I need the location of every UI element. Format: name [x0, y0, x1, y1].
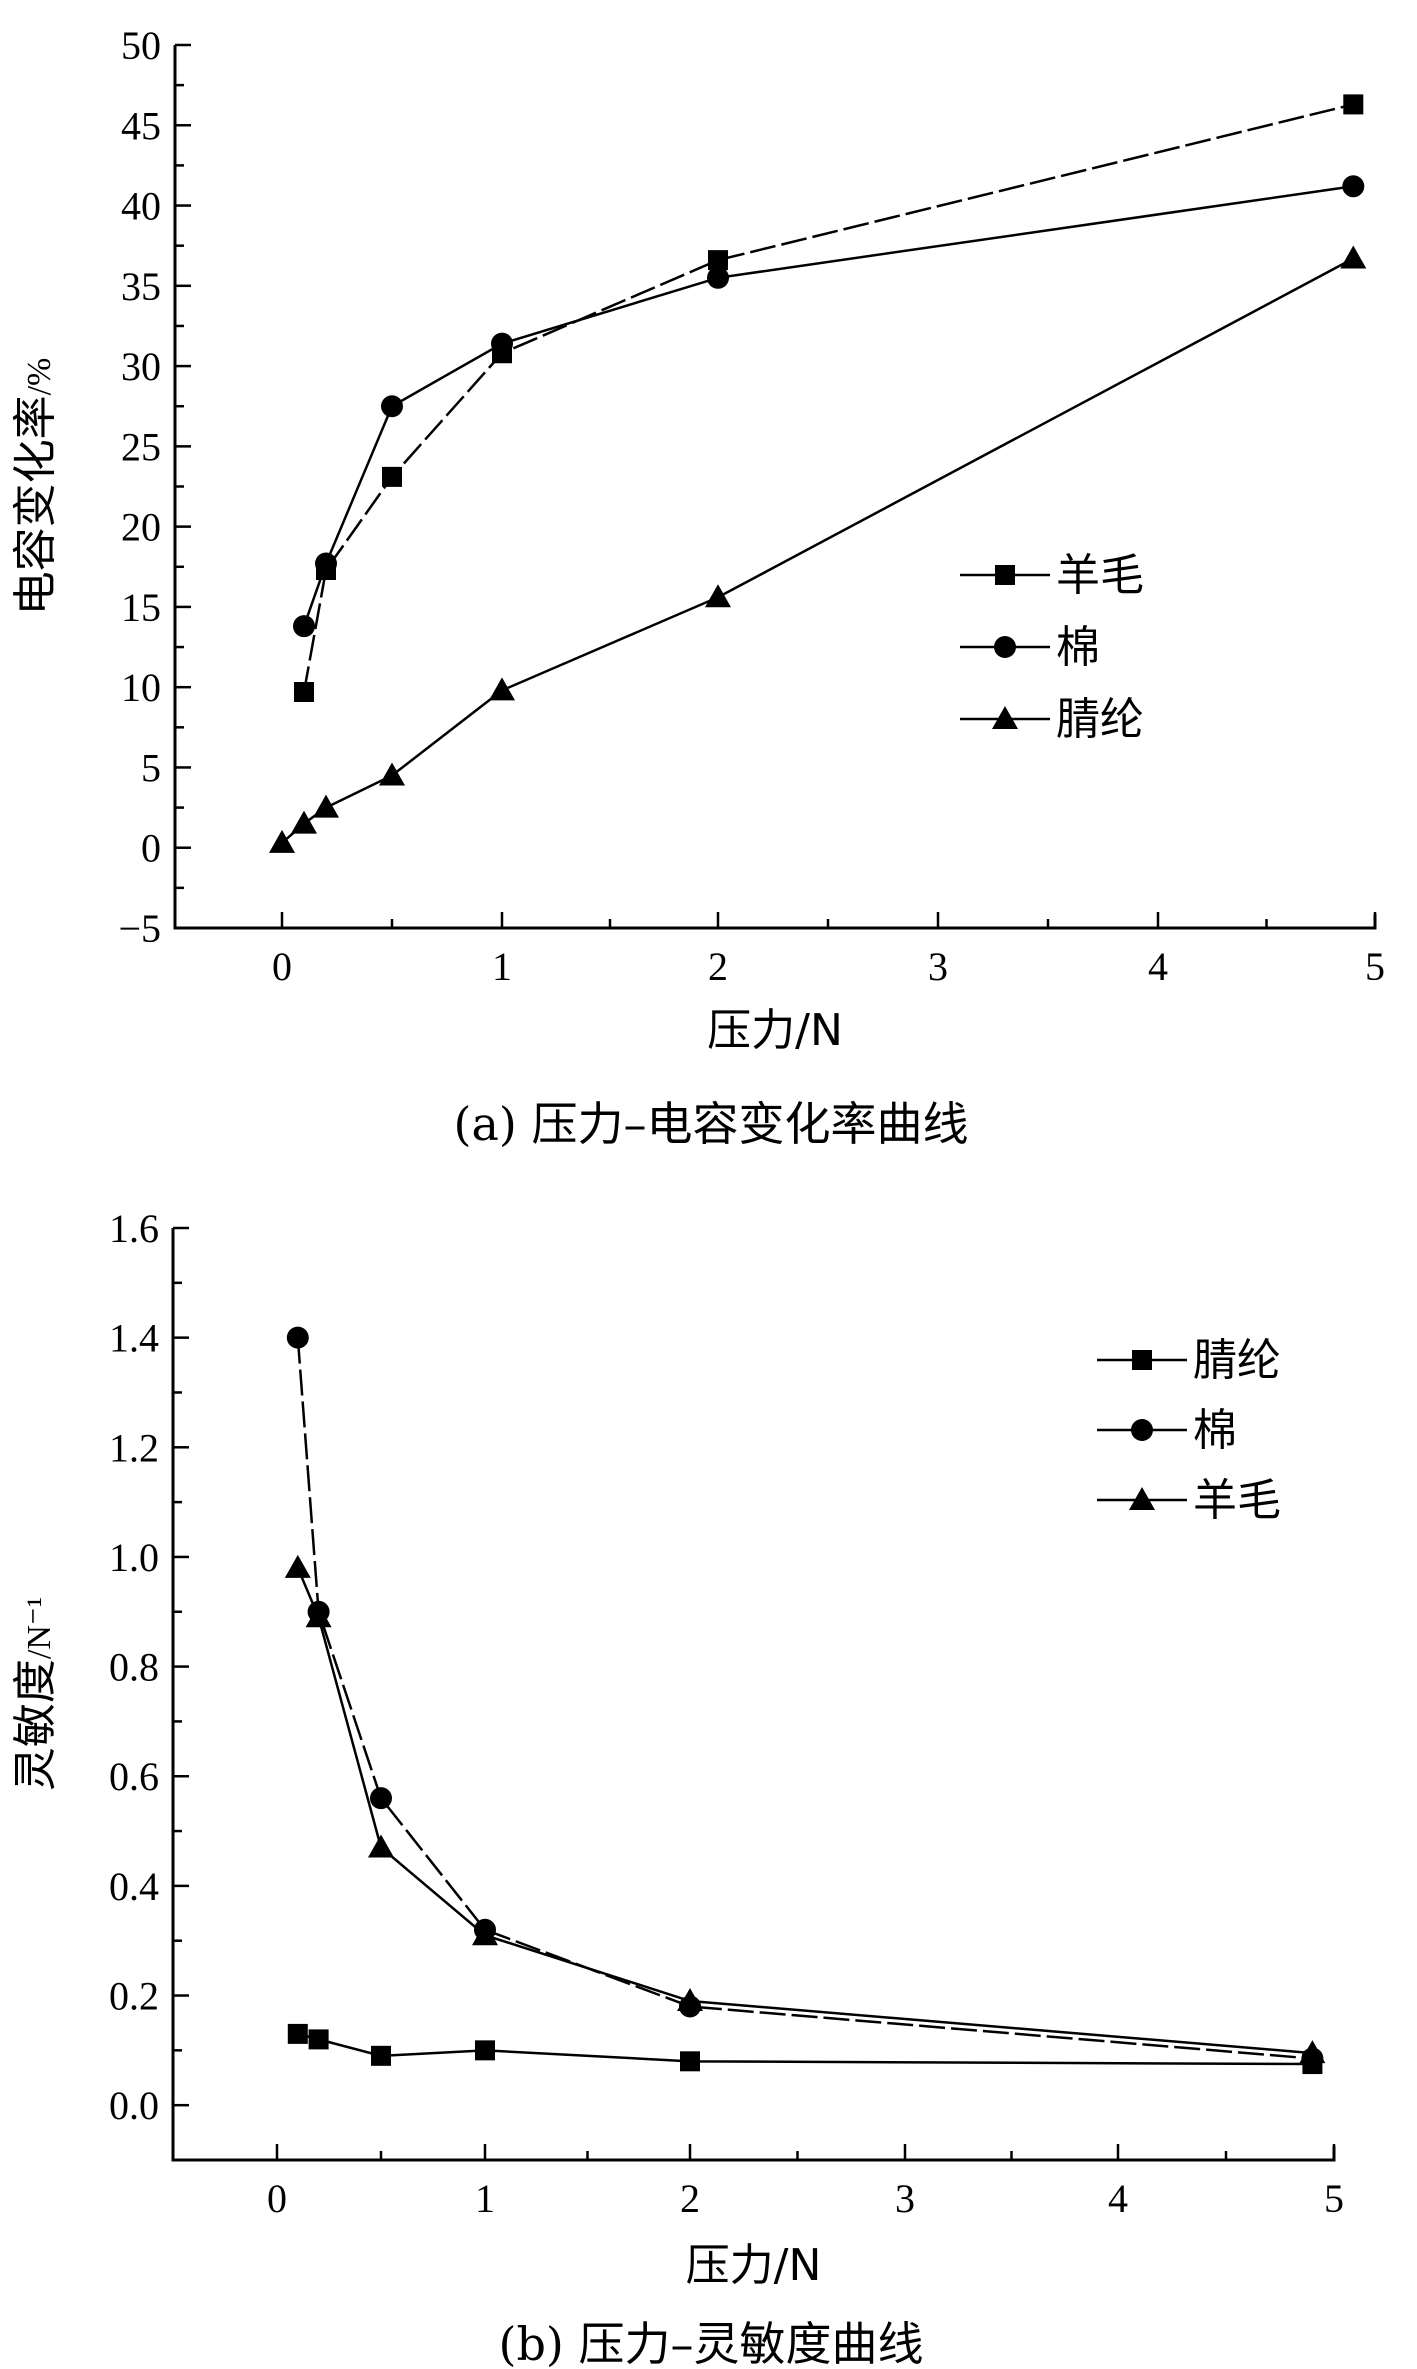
- data-point-腈纶: [313, 794, 339, 818]
- y-tick-label: 1.2: [109, 1425, 159, 1470]
- legend-marker: [995, 565, 1015, 585]
- legend-label: 棉: [1056, 622, 1100, 673]
- data-point-腈纶: [291, 810, 317, 834]
- chart-b: 0.0 0.2 0.4 0.6 0.8 1.0 1.2 1.4 1.6 0 1 2 3 4 5 腈纶棉羊毛灵敏…: [10, 1206, 1344, 2369]
- data-point-腈纶: [379, 762, 405, 786]
- y-axis-label: 灵敏度/N⁻¹: [10, 1597, 61, 1791]
- data-point-棉: [370, 1787, 392, 1810]
- y-tick-label: 1.4: [109, 1316, 159, 1361]
- y-tick-label: −5: [118, 906, 161, 951]
- y-tick-label: 45: [121, 103, 161, 148]
- x-tick-label: 1: [492, 944, 512, 989]
- series-line-腈纶: [297, 2032, 1313, 2066]
- y-tick-label: 5: [141, 745, 161, 790]
- axes: [173, 45, 1377, 930]
- x-tick-label: 2: [680, 2176, 700, 2221]
- legend-label: 羊毛: [1056, 550, 1144, 601]
- series-line-羊毛: [302, 103, 1354, 693]
- data-point-棉: [293, 615, 315, 638]
- data-point-棉: [315, 552, 337, 575]
- data-point-羊毛: [368, 1834, 394, 1858]
- data-point-羊毛: [382, 466, 402, 487]
- data-point-腈纶: [680, 2051, 700, 2072]
- chart-caption: (a) 压力–电容变化率曲线: [454, 1097, 969, 1151]
- data-point-腈纶: [371, 2045, 391, 2066]
- data-point-腈纶: [705, 584, 731, 608]
- x-axis-label: 压力/N: [686, 2240, 822, 2291]
- x-tick-label: 5: [1324, 2176, 1344, 2221]
- series-line-棉: [302, 185, 1354, 627]
- x-tick-label: 3: [895, 2176, 915, 2221]
- y-tick-label: 0.4: [109, 1864, 159, 1909]
- y-tick-label: 0: [141, 826, 161, 871]
- chart-caption: (b) 压力–灵敏度曲线: [499, 2317, 924, 2369]
- data-point-羊毛: [294, 681, 314, 702]
- y-tick-label: 25: [121, 424, 161, 469]
- x-tick-label: 3: [928, 944, 948, 989]
- y-axis-label: 电容变化率/%: [10, 358, 61, 616]
- x-tick-label: 0: [272, 944, 292, 989]
- y-tick-label: 50: [121, 23, 161, 68]
- data-point-腈纶: [308, 2029, 329, 2050]
- legend-label: 羊毛: [1193, 1475, 1281, 1526]
- data-point-羊毛: [472, 1922, 498, 1946]
- y-tick-label: 1.6: [109, 1206, 159, 1251]
- y-tick-label: 10: [121, 665, 161, 710]
- data-point-腈纶: [287, 2023, 308, 2044]
- data-point-棉: [491, 332, 513, 355]
- data-point-羊毛: [284, 1554, 311, 1578]
- data-point-羊毛: [677, 1988, 703, 2012]
- series-line-棉: [296, 1337, 1313, 2060]
- legend-label: 腈纶: [1193, 1335, 1281, 1386]
- y-tick-label: 0.8: [109, 1645, 159, 1690]
- data-point-腈纶: [1340, 245, 1367, 269]
- x-tick-label: 2: [708, 944, 728, 989]
- y-tick-label: 0.2: [109, 1974, 159, 2019]
- data-point-棉: [707, 266, 729, 289]
- data-point-羊毛: [305, 1604, 332, 1628]
- data-point-棉: [381, 395, 403, 418]
- data-point-棉: [286, 1326, 309, 1349]
- data-point-腈纶: [269, 829, 295, 853]
- y-tick-label: 40: [121, 184, 161, 229]
- y-tick-label: 1.0: [109, 1535, 159, 1580]
- x-tick-label: 0: [267, 2176, 287, 2221]
- legend-marker: [1131, 1419, 1153, 1441]
- y-tick-label: 20: [121, 505, 161, 550]
- y-tick-label: 30: [121, 344, 161, 389]
- y-tick-label: 15: [121, 585, 161, 630]
- x-tick-label: 4: [1108, 2176, 1128, 2221]
- x-tick-label: 4: [1148, 944, 1168, 989]
- data-point-腈纶: [489, 677, 515, 701]
- legend-marker: [992, 706, 1018, 729]
- x-tick-label: 1: [475, 2176, 495, 2221]
- legend-marker: [1132, 1350, 1152, 1370]
- data-point-羊毛: [1343, 94, 1364, 115]
- legend-label: 腈纶: [1056, 694, 1144, 745]
- data-point-棉: [1342, 175, 1365, 198]
- y-tick-label: 0.6: [109, 1754, 159, 1799]
- x-axis-label: 压力/N: [707, 1005, 843, 1056]
- y-tick-label: 0.0: [109, 2083, 159, 2128]
- data-point-腈纶: [475, 2040, 495, 2061]
- series-line-羊毛: [296, 1567, 1313, 2055]
- x-tick-label: 5: [1365, 944, 1385, 989]
- y-tick-label: 35: [121, 264, 161, 309]
- data-point-羊毛: [1299, 2040, 1326, 2064]
- series-line-腈纶: [281, 257, 1354, 844]
- legend-marker: [1129, 1487, 1155, 1510]
- legend-marker: [994, 636, 1016, 658]
- data-point-羊毛: [708, 250, 728, 271]
- legend-label: 棉: [1193, 1405, 1237, 1456]
